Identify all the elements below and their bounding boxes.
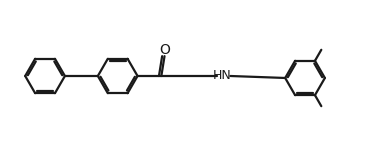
Text: HN: HN (212, 69, 231, 82)
Text: O: O (159, 43, 170, 57)
